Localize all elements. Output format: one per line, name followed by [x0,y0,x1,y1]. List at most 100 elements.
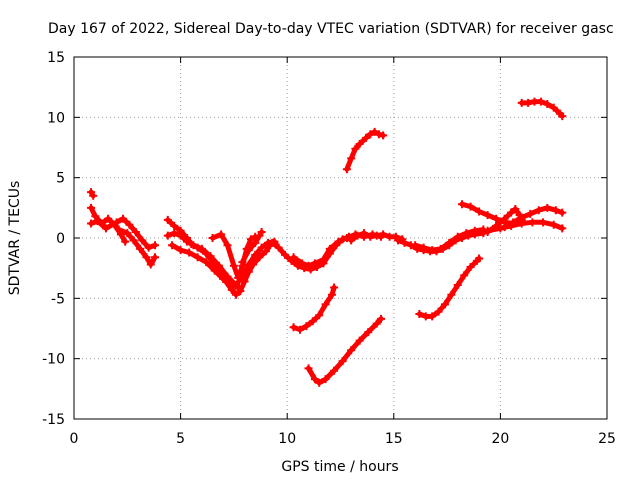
data-series [415,254,484,321]
data-point [492,221,501,230]
data-series [114,225,160,269]
data-point [334,237,343,246]
data-point [462,229,471,238]
data-point [347,346,356,355]
y-tick-label: 5 [56,171,65,187]
data-point [379,230,388,239]
data-point [304,261,313,270]
data-point [315,378,324,387]
data-point [101,224,110,233]
data-point [298,259,307,268]
data-point [475,254,484,263]
data-point [89,191,98,200]
x-tick-label: 20 [491,431,509,447]
data-point [453,281,462,290]
data-point [466,262,475,271]
data-point [539,218,548,227]
data-point [210,266,219,275]
data-point [558,208,567,217]
data-point [193,253,202,262]
data-point [251,250,260,259]
data-point [366,232,375,241]
data-point [176,246,185,255]
grid-layer [74,57,607,419]
data-point [460,271,469,280]
x-tick-label: 25 [598,431,616,447]
data-point [281,250,290,259]
data-point [257,227,266,236]
data-point [268,238,277,247]
data-point [246,235,255,244]
data-point [372,231,381,240]
data-point [338,357,347,366]
data-point [428,246,437,255]
series-trace [88,216,158,251]
data-point [534,206,543,215]
data-point [151,253,160,262]
y-axis-label: SDTVAR / TECUs [7,181,23,296]
data-point [321,300,330,309]
data-point [289,253,298,262]
data-point [197,244,206,253]
data-series [87,214,160,252]
data-point [255,253,264,262]
data-series [342,127,388,174]
data-point [434,307,443,316]
data-point [163,231,172,240]
data-series [87,188,98,200]
series-trace [306,316,384,386]
data-point [189,241,198,250]
data-point [112,218,121,227]
data-point [379,131,388,140]
data-point [234,283,243,292]
data-point [289,323,298,332]
data-point [447,290,456,299]
data-point [251,238,260,247]
data-point [257,243,266,252]
data-point [119,214,128,223]
data-point [526,209,535,218]
data-point [146,260,155,269]
data-point [315,311,324,320]
data-point [370,127,379,136]
data-point [131,227,140,236]
data-point [163,215,172,224]
data-point [136,244,145,253]
data-point [475,207,484,216]
data-point [325,244,334,253]
series-trace [291,231,384,269]
data-point [202,258,211,267]
y-tick-label: -5 [51,291,65,307]
x-axis-label: GPS time / hours [281,459,398,475]
data-point [327,290,336,299]
data-point [411,241,420,250]
data-point [121,237,130,246]
data-point [551,206,560,215]
data-point [310,375,319,384]
data-point [543,100,552,109]
data-point [234,273,243,282]
data-series [411,225,488,255]
data-point [400,238,409,247]
data-point [549,220,558,229]
data-point [517,213,526,222]
data-point [125,220,134,229]
data-point [528,218,537,227]
data-point [549,103,558,112]
x-tick-label: 0 [70,431,79,447]
data-point [123,229,132,238]
data-point [355,336,364,345]
data-point [492,214,501,223]
data-point [304,364,313,373]
data-series [304,314,386,387]
data-point [321,375,330,384]
data-point [558,112,567,121]
data-point [445,238,454,247]
data-point [453,232,462,241]
data-point [342,234,351,242]
data-point [319,255,328,264]
data-point [168,241,177,250]
data-point [142,253,151,262]
data-point [500,223,509,232]
